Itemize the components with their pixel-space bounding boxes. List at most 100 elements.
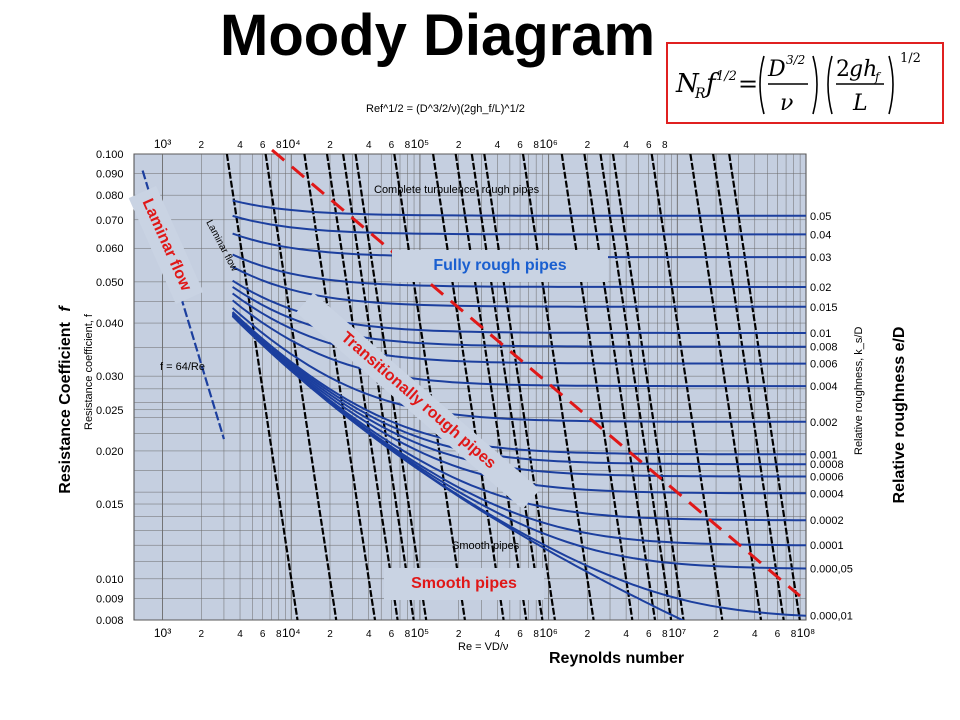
svg-text:N: N	[675, 69, 700, 99]
roughness-label: 0.0004	[810, 488, 844, 500]
reynolds-parameter-line	[560, 154, 634, 620]
roughness-curve	[232, 253, 806, 288]
top-tick-label: 8	[276, 140, 282, 151]
roughness-label: 0.000,05	[810, 563, 853, 575]
x-tick-label: 6	[775, 629, 781, 640]
svg-text:1/2: 1/2	[716, 69, 737, 84]
x-tick-label: 6	[260, 629, 266, 640]
top-tick-label: 4	[623, 140, 629, 151]
x-tick-label: 4	[623, 629, 629, 640]
top-tick-label: 2	[199, 140, 205, 151]
roughness-label: 0.04	[810, 229, 831, 241]
x-tick-label: 10⁸	[797, 626, 815, 640]
right-axis-printed-label: Relative roughness, k_s/D	[853, 327, 865, 455]
roughness-curve	[231, 312, 806, 466]
formula-box: N R f 1/2 = D 3/2 ν 2 gh f L 1/2	[666, 42, 944, 124]
roughness-curve	[232, 214, 806, 236]
smooth-pipes-label: Smooth pipes	[452, 540, 520, 552]
laminar-equation-label: f = 64/Re	[160, 361, 205, 373]
top-tick-label: 2	[456, 140, 462, 151]
x-tick-label: 8	[791, 629, 797, 640]
x-tick-label: 4	[366, 629, 372, 640]
x-tick-label: 2	[713, 629, 719, 640]
reynolds-parameter-line	[303, 154, 377, 620]
x-tick-label: 2	[327, 629, 333, 640]
roughness-label: 0.000,01	[810, 611, 853, 623]
x-tick-label: 8	[276, 629, 282, 640]
y-tick-label: 0.070	[96, 215, 124, 227]
y-tick-label: 0.060	[96, 243, 124, 255]
page-title: Moody Diagram	[220, 3, 656, 68]
svg-text:L: L	[852, 91, 868, 116]
x-tick-label: 8	[533, 629, 539, 640]
svg-text:f: f	[874, 70, 882, 84]
reynolds-parameter-line	[583, 154, 657, 620]
y-tick-label: 0.090	[96, 168, 124, 180]
x-tick-label: 8	[662, 629, 668, 640]
svg-text:D: D	[767, 57, 786, 82]
reynolds-parameter-line	[393, 154, 466, 620]
roughness-label: 0.008	[810, 342, 838, 354]
roughness-curve	[231, 312, 806, 478]
y-axis-title-text: Resistance Coefficient	[57, 322, 74, 494]
roughness-label: 0.015	[810, 302, 838, 314]
roughness-curve	[232, 199, 806, 217]
x-tick-label: 2	[199, 629, 205, 640]
callout-smooth-pipes: Smooth pipes	[384, 568, 544, 600]
roughness-curve	[231, 307, 806, 423]
top-tick-label: 8	[662, 140, 668, 151]
right-axis-title: Relative roughness e/D	[891, 326, 908, 504]
x-tick-label: 10³	[154, 626, 171, 640]
svg-text:=: =	[738, 70, 758, 98]
top-tick-label: 8	[405, 140, 411, 151]
roughness-label: 0.02	[810, 282, 831, 294]
x-axis-title: Reynolds number	[549, 650, 685, 667]
svg-text:gh: gh	[849, 57, 877, 82]
y-tick-label: 0.009	[96, 593, 124, 605]
reynolds-parameter-line	[264, 154, 338, 620]
roughness-curve	[232, 292, 806, 365]
roughness-label: 0.0002	[810, 515, 844, 527]
top-tick-label: 4	[237, 140, 243, 151]
x-tick-label: 6	[646, 629, 652, 640]
x-axis-printed-label: Re = VD/ν	[458, 641, 509, 653]
reynolds-parameter-line	[483, 154, 556, 620]
reynolds-parameter-line	[225, 154, 299, 620]
laminar-line	[141, 170, 226, 440]
reynolds-parameter-line	[521, 154, 595, 620]
formula-subscript: R	[694, 86, 706, 102]
smooth-pipe-curve	[231, 315, 685, 620]
roughness-label: 0.01	[810, 328, 831, 340]
top-tick-label: 2	[585, 140, 591, 151]
top-tick-label: 4	[495, 140, 501, 151]
top-tick-label: 2	[327, 140, 333, 151]
reynolds-parameter-line	[470, 154, 544, 620]
x-tick-label: 8	[405, 629, 411, 640]
top-tick-label: 10⁶	[539, 137, 557, 151]
roughness-label: 0.0001	[810, 540, 844, 552]
y-tick-label: 0.100	[96, 149, 124, 161]
top-tick-label: 10⁴	[282, 137, 301, 151]
top-tick-label: 6	[646, 140, 652, 151]
complete-turbulence-label: Complete turbulence, rough pipes	[374, 184, 540, 196]
top-tick-label: 8	[533, 140, 539, 151]
x-tick-label: 2	[585, 629, 591, 640]
roughness-label: 0.002	[810, 417, 838, 429]
x-tick-label: 6	[517, 629, 523, 640]
y-tick-label: 0.030	[96, 371, 124, 383]
x-tick-label: 10⁶	[539, 626, 557, 640]
x-tick-label: 4	[495, 629, 501, 640]
roughness-label: 0.03	[810, 252, 831, 264]
reynolds-parameter-line	[454, 154, 528, 620]
top-tick-label: 10⁵	[411, 137, 429, 151]
roughness-label: 0.0006	[810, 472, 844, 484]
x-tick-label: 4	[752, 629, 758, 640]
y-tick-label: 0.015	[96, 499, 124, 511]
y-tick-label: 0.025	[96, 405, 124, 417]
top-tick-label: 6	[517, 140, 523, 151]
x-tick-label: 10⁴	[282, 626, 301, 640]
roughness-label: 0.0008	[810, 459, 844, 471]
x-tick-label: 10⁵	[411, 626, 429, 640]
y-tick-label: 0.020	[96, 446, 124, 458]
roughness-label: 0.001	[810, 449, 838, 461]
